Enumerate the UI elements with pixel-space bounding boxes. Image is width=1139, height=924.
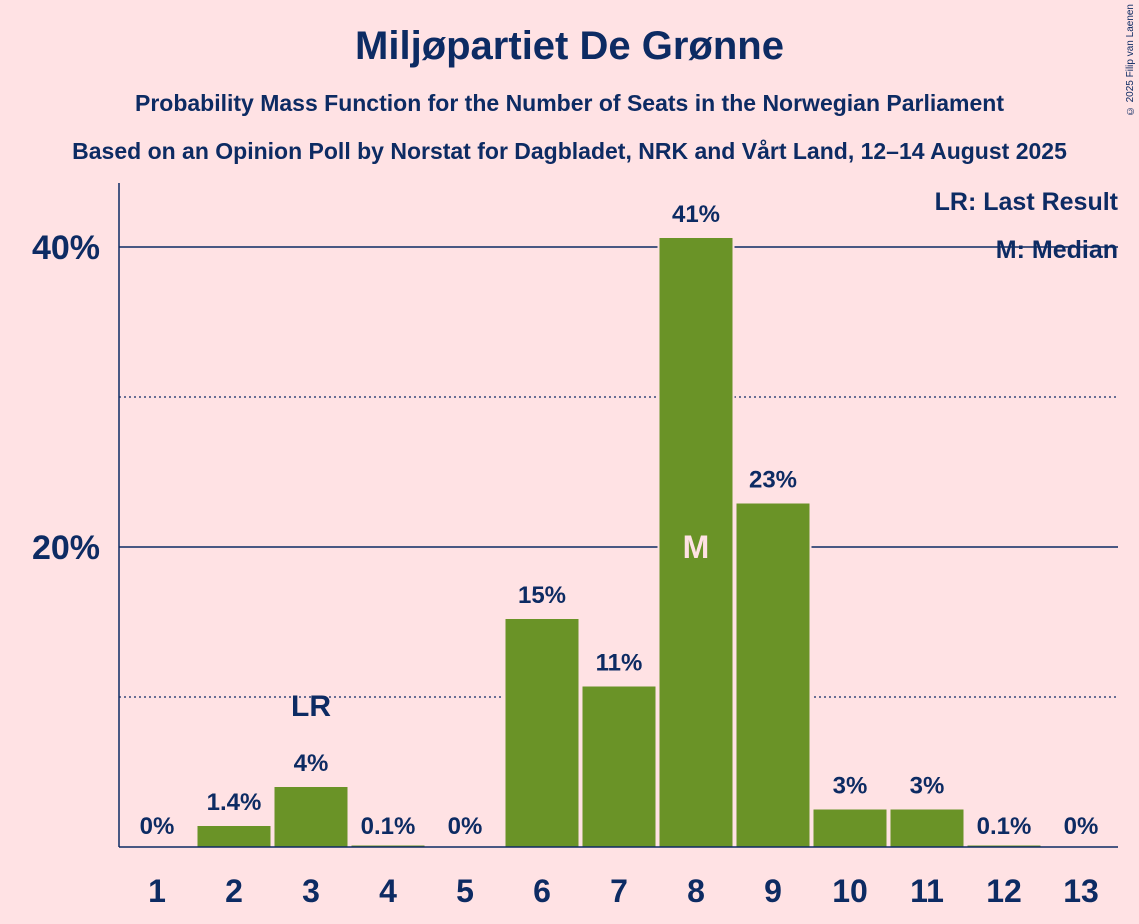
y-tick-label: 20% xyxy=(32,529,100,567)
y-tick-label: 40% xyxy=(32,229,100,267)
x-tick-label: 9 xyxy=(764,873,782,909)
data-label: 3% xyxy=(833,773,868,800)
x-tick-label: 3 xyxy=(302,873,320,909)
data-label: 3% xyxy=(910,773,945,800)
data-label: 15% xyxy=(518,582,566,609)
x-tick-label: 5 xyxy=(456,873,474,909)
chart-subtitle-source: Based on an Opinion Poll by Norstat for … xyxy=(72,138,1067,164)
data-label: 0.1% xyxy=(977,813,1032,840)
x-tick-label: 12 xyxy=(986,873,1022,909)
legend-last-result: LR: Last Result xyxy=(935,188,1119,216)
x-tick-label: 4 xyxy=(379,873,397,909)
data-label: 11% xyxy=(596,650,643,677)
bar-6 xyxy=(505,619,579,847)
bar-8 xyxy=(659,238,733,847)
data-label: 0% xyxy=(140,813,175,840)
x-tick-label: 6 xyxy=(533,873,551,909)
bar-3 xyxy=(274,787,348,847)
data-label: 0% xyxy=(448,813,483,840)
data-label: 1.4% xyxy=(207,789,262,816)
x-tick-label: 11 xyxy=(910,873,944,909)
x-tick-label: 8 xyxy=(687,873,705,909)
bar-10 xyxy=(813,809,887,847)
x-tick-label: 1 xyxy=(148,873,166,909)
median-marker: M xyxy=(683,529,710,565)
chart-title: Miljøpartiet De Grønne xyxy=(355,24,784,68)
bar-9 xyxy=(736,503,810,847)
data-label: 0% xyxy=(1064,813,1099,840)
data-label: 23% xyxy=(749,467,797,494)
data-label: 4% xyxy=(294,750,329,777)
chart-subtitle: Probability Mass Function for the Number… xyxy=(134,90,1005,116)
x-tick-label: 10 xyxy=(832,873,868,909)
last-result-marker: LR xyxy=(291,690,331,723)
legend-median: M: Median xyxy=(996,236,1118,264)
bar-2 xyxy=(197,826,271,847)
x-tick-label: 13 xyxy=(1063,873,1099,909)
bar-11 xyxy=(890,809,964,847)
bar-7 xyxy=(582,686,656,847)
data-label: 0.1% xyxy=(361,813,416,840)
x-tick-label: 2 xyxy=(225,873,243,909)
data-label: 41% xyxy=(672,201,720,228)
x-tick-label: 7 xyxy=(610,873,628,909)
